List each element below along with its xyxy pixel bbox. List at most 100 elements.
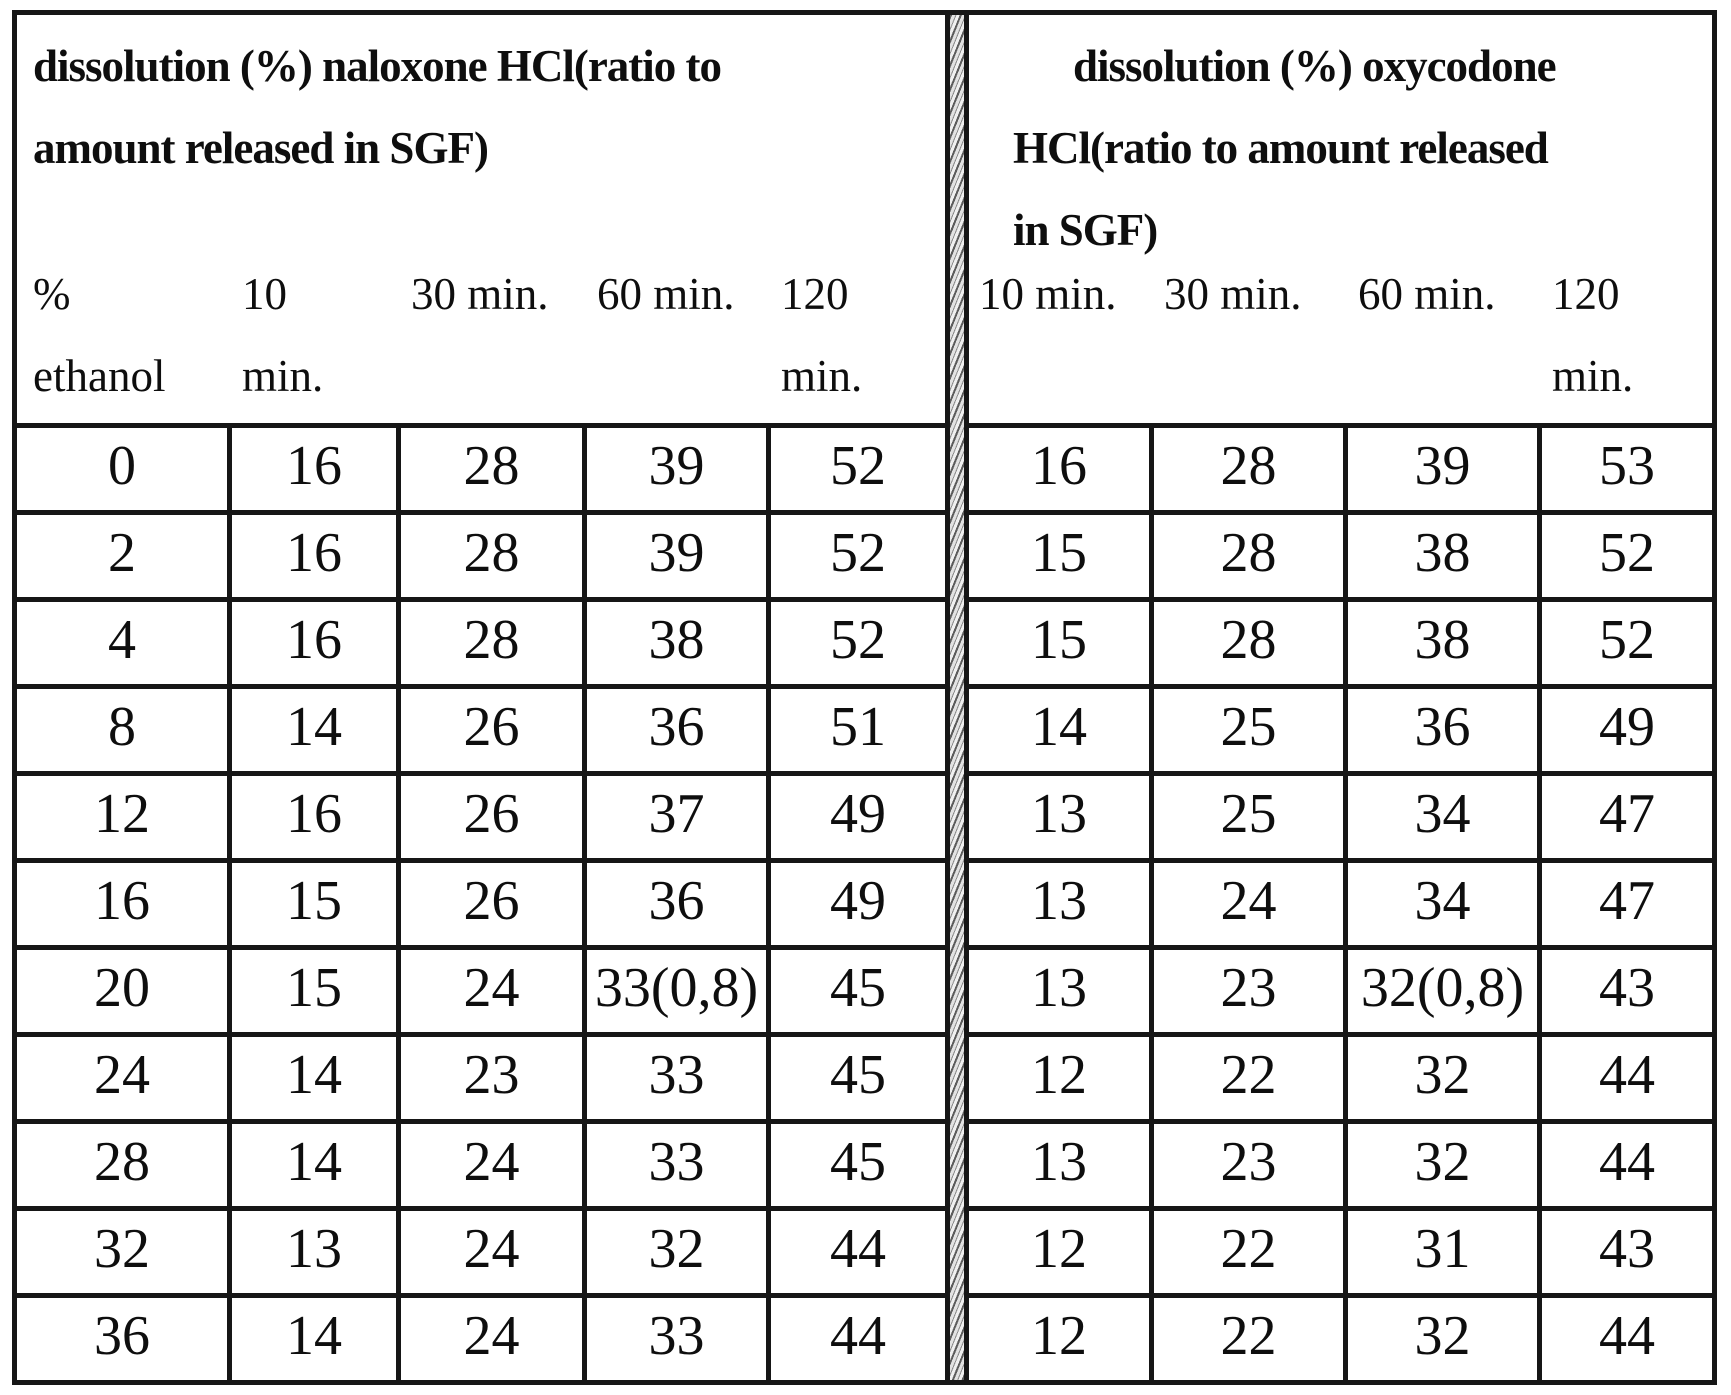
data-cell: 45: [771, 950, 945, 1032]
data-cell: 13: [969, 863, 1149, 945]
data-cell: 14: [969, 689, 1149, 771]
data-cell: 32: [1348, 1037, 1537, 1119]
naloxone-title-line-1: dissolution (%) naloxone HCl(ratio to: [33, 41, 722, 91]
data-cell: 52: [1542, 515, 1712, 597]
data-cell: 38: [1348, 515, 1537, 597]
data-cell: 14: [232, 689, 396, 771]
data-cell: 22: [1154, 1211, 1343, 1293]
data-cell: 13: [232, 1211, 396, 1293]
column-header-120min: 120 min.: [1552, 269, 1634, 401]
data-cell: 15: [232, 863, 396, 945]
data-cell: 13: [969, 1124, 1149, 1206]
data-cell: 12: [969, 1298, 1149, 1380]
naloxone-title-line-2: amount released in SGF): [33, 123, 489, 173]
data-cell: 25: [1154, 776, 1343, 858]
data-cell: 4: [17, 602, 227, 684]
column-header-60min: 60 min.: [597, 269, 735, 319]
data-cell: 32: [587, 1211, 766, 1293]
column-header-120min: 120 min.: [781, 269, 863, 401]
data-cell: 16: [232, 602, 396, 684]
data-cell: 12: [969, 1037, 1149, 1119]
data-cell: 44: [771, 1211, 945, 1293]
data-cell: 44: [1542, 1124, 1712, 1206]
data-cell: 52: [771, 602, 945, 684]
data-cell: 23: [1154, 950, 1343, 1032]
data-cell: 43: [1542, 950, 1712, 1032]
data-cell: 31: [1348, 1211, 1537, 1293]
column-header-60min: 60 min.: [1358, 269, 1496, 319]
data-cell: 13: [969, 950, 1149, 1032]
data-cell: 43: [1542, 1211, 1712, 1293]
naloxone-header-cell: dissolution (%) naloxone HCl(ratio to am…: [17, 15, 945, 423]
data-cell: 52: [771, 515, 945, 597]
data-cell: 32(0,8): [1348, 950, 1537, 1032]
oxycodone-section-title: dissolution (%) oxycodone HCl(ratio to a…: [969, 15, 1712, 271]
data-cell: 16: [232, 515, 396, 597]
data-cell: 24: [401, 950, 582, 1032]
data-cell: 14: [232, 1298, 396, 1380]
data-cell: 39: [587, 515, 766, 597]
data-cell: 49: [771, 863, 945, 945]
oxycodone-title-line-3: in SGF): [1013, 205, 1158, 255]
data-cell: 33: [587, 1298, 766, 1380]
data-cell: 2: [17, 515, 227, 597]
data-cell: 24: [401, 1211, 582, 1293]
data-cell: 34: [1348, 863, 1537, 945]
column-header-30min: 30 min.: [1164, 269, 1302, 319]
data-cell: 15: [232, 950, 396, 1032]
data-cell: 22: [1154, 1037, 1343, 1119]
oxycodone-title-line-2: HCl(ratio to amount released: [1013, 123, 1549, 173]
data-cell: 28: [401, 428, 582, 510]
oxycodone-column-headers: 10 min. 30 min. 60 min. 120 min.: [969, 253, 1712, 417]
data-cell: 16: [969, 428, 1149, 510]
data-cell: 23: [401, 1037, 582, 1119]
oxycodone-title-line-1: dissolution (%) oxycodone: [1073, 41, 1557, 91]
data-cell: 39: [587, 428, 766, 510]
data-cell: 24: [401, 1124, 582, 1206]
data-cell: 44: [1542, 1298, 1712, 1380]
data-cell: 45: [771, 1124, 945, 1206]
data-cell: 8: [17, 689, 227, 771]
data-cell: 49: [1542, 689, 1712, 771]
column-header-30min: 30 min.: [411, 269, 549, 319]
data-cell: 33: [587, 1037, 766, 1119]
data-cell: 32: [17, 1211, 227, 1293]
data-cell: 15: [969, 515, 1149, 597]
data-cell: 49: [771, 776, 945, 858]
data-cell: 53: [1542, 428, 1712, 510]
data-cell: 28: [401, 515, 582, 597]
data-cell: 44: [1542, 1037, 1712, 1119]
naloxone-column-headers: % ethanol 10 min. 30 min. 60 min. 120: [17, 253, 945, 417]
data-cell: 23: [1154, 1124, 1343, 1206]
data-cell: 34: [1348, 776, 1537, 858]
data-cell: 26: [401, 863, 582, 945]
data-cell: 22: [1154, 1298, 1343, 1380]
section-divider: [950, 15, 964, 1380]
data-cell: 47: [1542, 776, 1712, 858]
data-cell: 16: [17, 863, 227, 945]
data-cell: 14: [232, 1037, 396, 1119]
data-cell: 37: [587, 776, 766, 858]
column-header-10min: 10 min.: [979, 269, 1117, 319]
data-cell: 47: [1542, 863, 1712, 945]
data-cell: 28: [1154, 428, 1343, 510]
data-cell: 15: [969, 602, 1149, 684]
data-cell: 24: [1154, 863, 1343, 945]
data-cell: 32: [1348, 1124, 1537, 1206]
column-header-10min: 10 min.: [242, 269, 324, 401]
data-cell: 20: [17, 950, 227, 1032]
data-cell: 32: [1348, 1298, 1537, 1380]
data-cell: 36: [17, 1298, 227, 1380]
data-cell: 12: [17, 776, 227, 858]
column-header-ethanol: % ethanol: [33, 269, 166, 401]
data-cell: 33(0,8): [587, 950, 766, 1032]
data-cell: 38: [587, 602, 766, 684]
oxycodone-header-cell: dissolution (%) oxycodone HCl(ratio to a…: [969, 15, 1712, 423]
data-cell: 12: [969, 1211, 1149, 1293]
data-cell: 36: [587, 863, 766, 945]
data-cell: 26: [401, 776, 582, 858]
naloxone-section-title: dissolution (%) naloxone HCl(ratio to am…: [17, 15, 945, 189]
data-cell: 52: [1542, 602, 1712, 684]
data-cell: 24: [401, 1298, 582, 1380]
